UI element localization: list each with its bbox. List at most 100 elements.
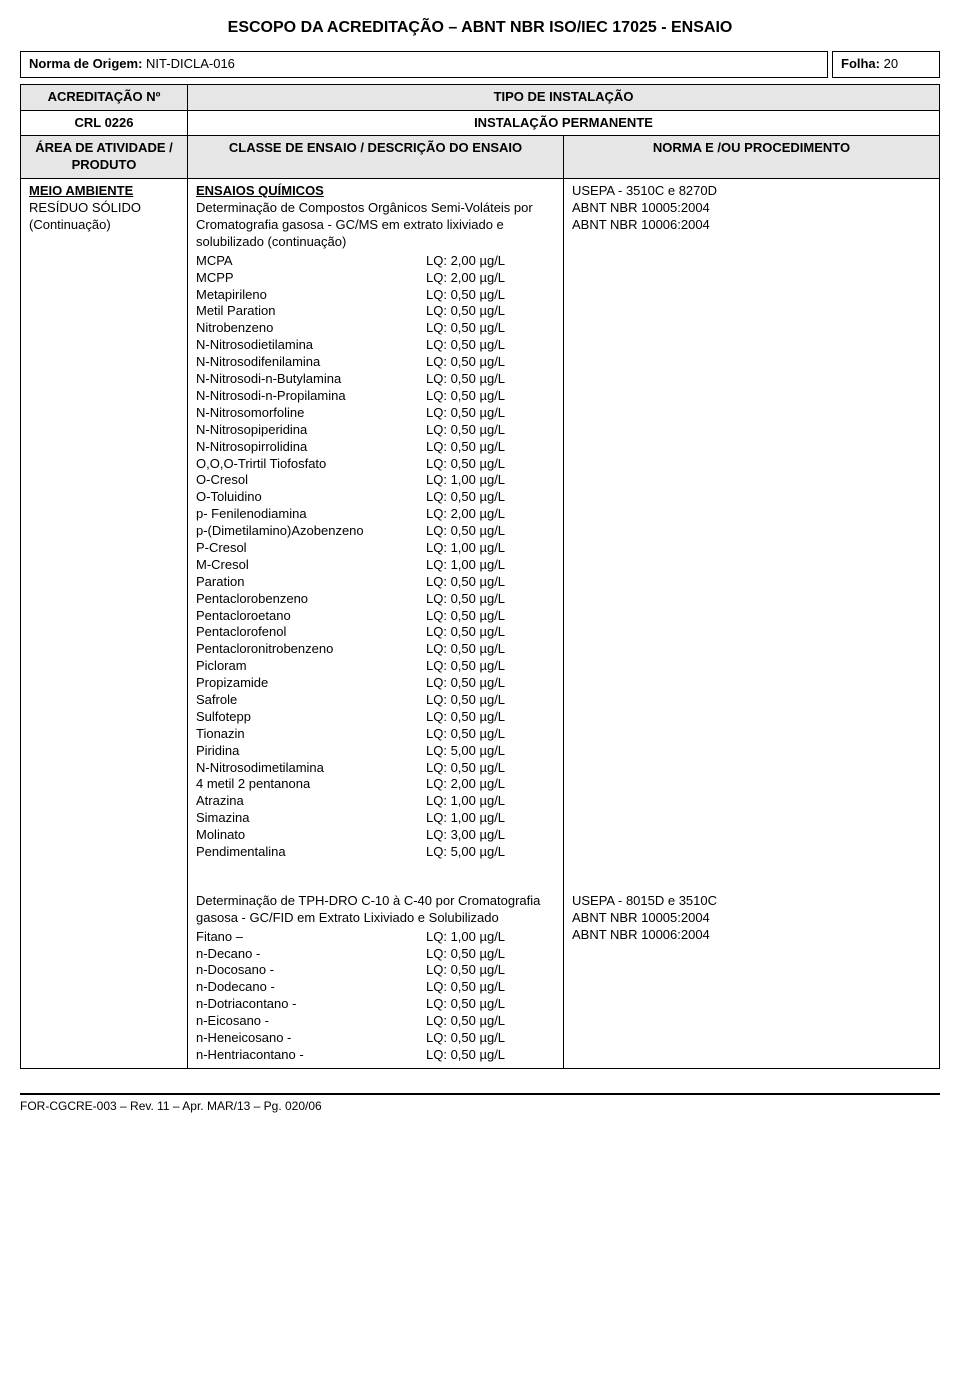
compound-row: Fitano –LQ: 1,00 µg/L xyxy=(196,929,555,946)
compound-lq: LQ: 0,50 µg/L xyxy=(426,641,555,658)
compound-row: 4 metil 2 pentanonaLQ: 2,00 µg/L xyxy=(196,776,555,793)
compound-name: n-Decano - xyxy=(196,946,426,963)
compound-row: PiridinaLQ: 5,00 µg/L xyxy=(196,743,555,760)
compound-row: N-NitrosodimetilaminaLQ: 0,50 µg/L xyxy=(196,760,555,777)
compound-row: O-CresolLQ: 1,00 µg/L xyxy=(196,472,555,489)
compound-name: Pendimentalina xyxy=(196,844,426,861)
compound-name: MCPA xyxy=(196,253,426,270)
compound-row: p-(Dimetilamino)AzobenzenoLQ: 0,50 µg/L xyxy=(196,523,555,540)
compound-lq: LQ: 0,50 µg/L xyxy=(426,320,555,337)
compound-row: n-Hentriacontano -LQ: 0,50 µg/L xyxy=(196,1047,555,1064)
compound-row: MetapirilenoLQ: 0,50 µg/L xyxy=(196,287,555,304)
compound-lq: LQ: 1,00 µg/L xyxy=(426,472,555,489)
compound-row: O-ToluidinoLQ: 0,50 µg/L xyxy=(196,489,555,506)
compound-name: O-Toluidino xyxy=(196,489,426,506)
compound-row: O,O,O-Trirtil TiofosfatoLQ: 0,50 µg/L xyxy=(196,456,555,473)
compound-lq: LQ: 0,50 µg/L xyxy=(426,574,555,591)
compound-row: N-NitrosodifenilaminaLQ: 0,50 µg/L xyxy=(196,354,555,371)
compound-name: N-Nitrosopirrolidina xyxy=(196,439,426,456)
compound-row: PentacloronitrobenzenoLQ: 0,50 µg/L xyxy=(196,641,555,658)
compound-row: MCPALQ: 2,00 µg/L xyxy=(196,253,555,270)
compound-row: MolinatoLQ: 3,00 µg/L xyxy=(196,827,555,844)
block1-norma3: ABNT NBR 10006:2004 xyxy=(572,217,931,234)
compound-lq: LQ: 0,50 µg/L xyxy=(426,287,555,304)
compound-lq: LQ: 1,00 µg/L xyxy=(426,929,555,946)
compound-name: Metil Paration xyxy=(196,303,426,320)
crl-value: CRL 0226 xyxy=(21,110,188,136)
compound-lq: LQ: 5,00 µg/L xyxy=(426,743,555,760)
compound-row: N-NitrosodietilaminaLQ: 0,50 µg/L xyxy=(196,337,555,354)
compound-name: Propizamide xyxy=(196,675,426,692)
compound-name: Pentacloroetano xyxy=(196,608,426,625)
compound-name: p- Fenilenodiamina xyxy=(196,506,426,523)
compound-name: M-Cresol xyxy=(196,557,426,574)
compound-row: PropizamideLQ: 0,50 µg/L xyxy=(196,675,555,692)
area-header: ÁREA DE ATIVIDADE / PRODUTO xyxy=(21,136,188,179)
folha-label: Folha: xyxy=(841,56,880,71)
ensaio-cell-1: ENSAIOS QUÍMICOS Determinação de Compost… xyxy=(188,179,564,865)
compound-name: Sulfotepp xyxy=(196,709,426,726)
compound-lq: LQ: 0,50 µg/L xyxy=(426,946,555,963)
compound-row: PentaclorobenzenoLQ: 0,50 µg/L xyxy=(196,591,555,608)
compound-row: n-Dotriacontano -LQ: 0,50 µg/L xyxy=(196,996,555,1013)
compound-name: n-Dodecano - xyxy=(196,979,426,996)
block2-intro: Determinação de TPH-DRO C-10 à C-40 por … xyxy=(196,893,555,927)
block2-norma1: USEPA - 8015D e 3510C xyxy=(572,893,931,910)
compound-row: N-NitrosomorfolineLQ: 0,50 µg/L xyxy=(196,405,555,422)
compound-name: N-Nitrosodi-n-Propilamina xyxy=(196,388,426,405)
ensaios-title: ENSAIOS QUÍMICOS xyxy=(196,183,555,200)
compound-lq: LQ: 0,50 µg/L xyxy=(426,658,555,675)
compound-lq: LQ: 2,00 µg/L xyxy=(426,253,555,270)
footer-text: FOR-CGCRE-003 – Rev. 11 – Apr. MAR/13 – … xyxy=(20,1095,940,1115)
block2-norma3: ABNT NBR 10006:2004 xyxy=(572,927,931,944)
area-cell: MEIO AMBIENTE RESÍDUO SÓLIDO (Continuaçã… xyxy=(21,179,188,1069)
compound-lq: LQ: 0,50 µg/L xyxy=(426,760,555,777)
tipo-instalacao-header: TIPO DE INSTALAÇÃO xyxy=(188,84,940,110)
compound-lq: LQ: 5,00 µg/L xyxy=(426,844,555,861)
compound-lq: LQ: 0,50 µg/L xyxy=(426,388,555,405)
folha-value: 20 xyxy=(884,56,898,71)
compound-lq: LQ: 2,00 µg/L xyxy=(426,506,555,523)
origem-cell: Norma de Origem: NIT-DICLA-016 xyxy=(20,51,828,78)
compound-name: Metapirileno xyxy=(196,287,426,304)
compound-lq: LQ: 0,50 µg/L xyxy=(426,709,555,726)
compound-lq: LQ: 0,50 µg/L xyxy=(426,489,555,506)
compound-name: Safrole xyxy=(196,692,426,709)
compound-name: Tionazin xyxy=(196,726,426,743)
compound-lq: LQ: 0,50 µg/L xyxy=(426,608,555,625)
norma-header: NORMA E /OU PROCEDIMENTO xyxy=(564,136,940,179)
compound-lq: LQ: 0,50 µg/L xyxy=(426,962,555,979)
compound-row: n-Eicosano -LQ: 0,50 µg/L xyxy=(196,1013,555,1030)
compound-name: 4 metil 2 pentanona xyxy=(196,776,426,793)
compound-lq: LQ: 1,00 µg/L xyxy=(426,793,555,810)
compound-row: N-Nitrosodi-n-ButylaminaLQ: 0,50 µg/L xyxy=(196,371,555,388)
block1-norma2: ABNT NBR 10005:2004 xyxy=(572,200,931,217)
compound-name: Atrazina xyxy=(196,793,426,810)
compound-name: O,O,O-Trirtil Tiofosfato xyxy=(196,456,426,473)
compound-name: N-Nitrosodietilamina xyxy=(196,337,426,354)
compound-row: SulfoteppLQ: 0,50 µg/L xyxy=(196,709,555,726)
compound-lq: LQ: 0,50 µg/L xyxy=(426,303,555,320)
compound-lq: LQ: 0,50 µg/L xyxy=(426,591,555,608)
compound-name: Nitrobenzeno xyxy=(196,320,426,337)
classe-header: CLASSE DE ENSAIO / DESCRIÇÃO DO ENSAIO xyxy=(188,136,564,179)
main-table: ACREDITAÇÃO Nº TIPO DE INSTALAÇÃO CRL 02… xyxy=(20,84,940,1069)
compound-row: PendimentalinaLQ: 5,00 µg/L xyxy=(196,844,555,861)
compound-row: p- FenilenodiaminaLQ: 2,00 µg/L xyxy=(196,506,555,523)
compound-lq: LQ: 0,50 µg/L xyxy=(426,996,555,1013)
compound-row: n-Heneicosano -LQ: 0,50 µg/L xyxy=(196,1030,555,1047)
instalacao-value: INSTALAÇÃO PERMANENTE xyxy=(188,110,940,136)
compound-name: p-(Dimetilamino)Azobenzeno xyxy=(196,523,426,540)
compound-row: N-Nitrosodi-n-PropilaminaLQ: 0,50 µg/L xyxy=(196,388,555,405)
block1-intro: Determinação de Compostos Orgânicos Semi… xyxy=(196,200,555,251)
compound-lq: LQ: 0,50 µg/L xyxy=(426,1047,555,1064)
compound-row: SimazinaLQ: 1,00 µg/L xyxy=(196,810,555,827)
compound-lq: LQ: 2,00 µg/L xyxy=(426,270,555,287)
compound-row: PicloramLQ: 0,50 µg/L xyxy=(196,658,555,675)
ensaio-cell-2: Determinação de TPH-DRO C-10 à C-40 por … xyxy=(188,865,564,1068)
compound-lq: LQ: 0,50 µg/L xyxy=(426,675,555,692)
block2-norma2: ABNT NBR 10005:2004 xyxy=(572,910,931,927)
compound-lq: LQ: 0,50 µg/L xyxy=(426,371,555,388)
compound-name: MCPP xyxy=(196,270,426,287)
compound-lq: LQ: 0,50 µg/L xyxy=(426,456,555,473)
